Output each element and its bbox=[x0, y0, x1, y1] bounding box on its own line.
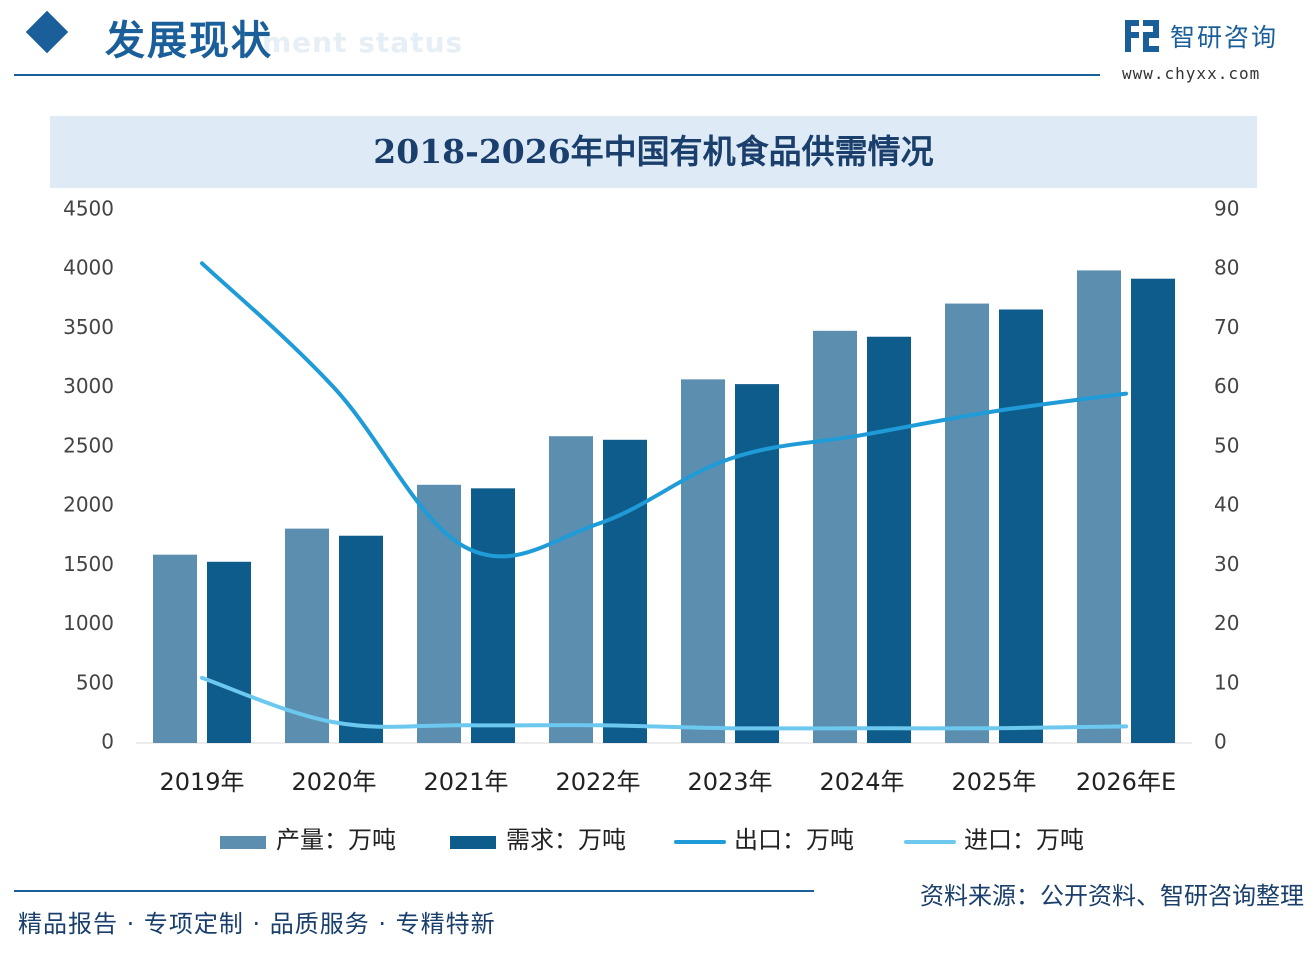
legend-demand-label: 需求：万吨 bbox=[506, 826, 626, 854]
right-axis-tick-label: 20 bbox=[1214, 611, 1239, 635]
section-title: 发展现状 bbox=[105, 18, 273, 64]
x-axis-tick-label: 2021年 bbox=[423, 768, 508, 796]
left-axis-tick-label: 4000 bbox=[63, 256, 114, 280]
legend-demand-swatch bbox=[450, 836, 496, 849]
left-axis-tick-label: 2500 bbox=[63, 433, 114, 457]
bar-production bbox=[417, 484, 461, 743]
footer-slogan: 精品报告 · 专项定制 · 品质服务 · 专精特新 bbox=[18, 910, 496, 938]
x-axis-tick-label: 2022年 bbox=[555, 768, 640, 796]
x-axis-tick-label: 2020年 bbox=[291, 768, 376, 796]
left-axis-tick-label: 3000 bbox=[63, 374, 114, 398]
bar-demand bbox=[1131, 278, 1175, 743]
right-axis-tick-label: 70 bbox=[1214, 315, 1239, 339]
right-axis-tick-label: 10 bbox=[1214, 670, 1239, 694]
right-axis-tick-label: 60 bbox=[1214, 374, 1239, 398]
bar-production bbox=[285, 528, 329, 743]
bar-production bbox=[1077, 270, 1121, 743]
right-axis-tick-label: 80 bbox=[1214, 256, 1239, 280]
left-axis-tick-label: 4500 bbox=[63, 197, 114, 221]
footer-divider bbox=[14, 890, 814, 892]
right-axis-tick-label: 40 bbox=[1214, 493, 1239, 517]
bar-demand bbox=[603, 439, 647, 743]
bar-production bbox=[153, 554, 197, 743]
x-axis-tick-label: 2024年 bbox=[819, 768, 904, 796]
legend-production-swatch bbox=[220, 836, 266, 849]
legend-production-label: 产量：万吨 bbox=[276, 826, 396, 854]
bar-demand bbox=[207, 561, 251, 743]
right-axis-tick-label: 0 bbox=[1214, 730, 1227, 754]
brand-logo-icon bbox=[1125, 20, 1159, 52]
right-axis-tick-label: 50 bbox=[1214, 433, 1239, 457]
bar-demand bbox=[735, 384, 779, 743]
series-line-export bbox=[200, 261, 1128, 559]
legend-import-label: 进口：万吨 bbox=[964, 826, 1084, 854]
bar-production bbox=[549, 436, 593, 743]
x-axis-tick-label: 2026年E bbox=[1076, 768, 1176, 796]
brand-name: 智研咨询 bbox=[1170, 23, 1279, 52]
bar-demand bbox=[999, 309, 1043, 743]
chart-title: 2018-2026年中国有机食品供需情况 bbox=[373, 132, 934, 171]
bar-production bbox=[945, 303, 989, 743]
right-axis-tick-label: 30 bbox=[1214, 552, 1239, 576]
right-axis-tick-label: 90 bbox=[1214, 197, 1239, 221]
legend-import-swatch bbox=[904, 840, 956, 844]
left-axis-tick-label: 500 bbox=[76, 670, 114, 694]
series-line-import bbox=[200, 675, 1128, 731]
x-axis-tick-label: 2023年 bbox=[687, 768, 772, 796]
brand-url: www.chyxx.com bbox=[1122, 64, 1261, 83]
legend-export-swatch bbox=[674, 840, 726, 844]
legend-export-label: 出口：万吨 bbox=[734, 826, 854, 854]
header-divider bbox=[14, 74, 1100, 76]
left-axis-tick-label: 2000 bbox=[63, 493, 114, 517]
left-axis-tick-label: 1500 bbox=[63, 552, 114, 576]
left-axis-tick-label: 1000 bbox=[63, 611, 114, 635]
left-axis-tick-label: 3500 bbox=[63, 315, 114, 339]
chart-title-band bbox=[50, 116, 1257, 188]
section-ghost-text: ment status bbox=[262, 26, 464, 59]
bar-demand bbox=[867, 336, 911, 743]
left-axis-tick-label: 0 bbox=[101, 730, 114, 754]
bar-production bbox=[813, 330, 857, 743]
bar-demand bbox=[471, 488, 515, 743]
x-axis-tick-label: 2025年 bbox=[951, 768, 1036, 796]
footer-source: 资料来源：公开资料、智研咨询整理 bbox=[920, 882, 1304, 910]
bar-demand bbox=[339, 535, 383, 743]
x-axis-tick-label: 2019年 bbox=[159, 768, 244, 796]
bar-production bbox=[681, 379, 725, 743]
